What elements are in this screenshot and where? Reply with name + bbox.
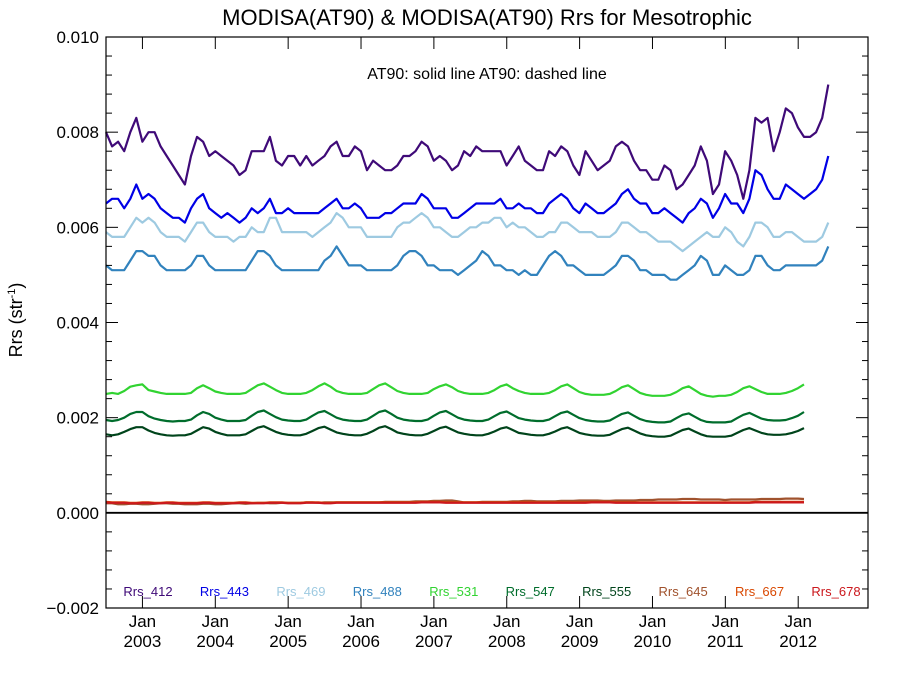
legend-item-rrs-531: Rrs_531 bbox=[429, 584, 478, 599]
legend-item-rrs-412: Rrs_412 bbox=[123, 584, 172, 599]
legend-item-rrs-667: Rrs_667 bbox=[735, 584, 784, 599]
y-axis-label-superscript: -1 bbox=[6, 289, 18, 299]
series-line-rrs-469 bbox=[105, 212, 830, 253]
y-tick-label: −0.002 bbox=[47, 599, 99, 618]
series-layer bbox=[104, 84, 830, 506]
x-tick-label-month: Jan bbox=[129, 612, 156, 631]
x-tick-label-year: 2009 bbox=[561, 632, 599, 651]
legend-item-rrs-443: Rrs_443 bbox=[200, 584, 249, 599]
y-tick-label: 0.010 bbox=[56, 28, 99, 47]
legend-item-rrs-555: Rrs_555 bbox=[582, 584, 631, 599]
x-tick-label-month: Jan bbox=[566, 612, 593, 631]
y-tick-label: 0.002 bbox=[56, 409, 99, 428]
x-tick-label-month: Jan bbox=[202, 612, 229, 631]
y-axis-label-base: Rrs (str bbox=[6, 298, 26, 357]
x-tick-label-year: 2004 bbox=[196, 632, 234, 651]
y-tick-label: 0.008 bbox=[56, 123, 99, 142]
x-tick-label-month: Jan bbox=[493, 612, 520, 631]
x-tick-label-month: Jan bbox=[420, 612, 447, 631]
x-tick-label-year: 2011 bbox=[707, 632, 744, 651]
x-tick-label-year: 2007 bbox=[415, 632, 453, 651]
x-tick-label-year: 2003 bbox=[124, 632, 162, 651]
axes-layer: −0.0020.0000.0020.0040.0060.0080.010Jan2… bbox=[47, 28, 869, 651]
x-tick-label-year: 2005 bbox=[269, 632, 307, 651]
x-tick-label-year: 2010 bbox=[634, 632, 672, 651]
series-line-rrs-678 bbox=[105, 501, 804, 505]
y-axis-label-suffix: ) bbox=[6, 283, 26, 289]
y-axis-label: Rrs (str-1) bbox=[6, 283, 26, 358]
series-line-rrs-412 bbox=[104, 84, 830, 200]
y-tick-label: 0.004 bbox=[56, 314, 99, 333]
series-line-rrs-555 bbox=[105, 425, 805, 438]
legend-item-rrs-547: Rrs_547 bbox=[506, 584, 555, 599]
series-line-rrs-531 bbox=[105, 382, 805, 398]
x-tick-label-month: Jan bbox=[712, 612, 739, 631]
legend-item-rrs-488: Rrs_488 bbox=[353, 584, 402, 599]
x-tick-label-year: 2012 bbox=[779, 632, 817, 651]
series-line-rrs-488 bbox=[105, 245, 830, 281]
legend-item-rrs-678: Rrs_678 bbox=[811, 584, 860, 599]
x-tick-label-month: Jan bbox=[639, 612, 666, 631]
x-tick-label-year: 2008 bbox=[488, 632, 526, 651]
legend: Rrs_412 Rrs_443 Rrs_469 Rrs_488 Rrs_531 Rrs_5… bbox=[123, 584, 860, 599]
series-line-rrs-443 bbox=[105, 155, 830, 224]
chart-title: MODISA(AT90) & MODISA(AT90) Rrs for Meso… bbox=[222, 5, 752, 30]
series-line-rrs-547 bbox=[105, 409, 805, 424]
legend-item-rrs-469: Rrs_469 bbox=[276, 584, 325, 599]
line-style-annotation: AT90: solid line AT90: dashed line bbox=[367, 66, 607, 83]
x-tick-label-month: Jan bbox=[784, 612, 811, 631]
x-tick-label-year: 2006 bbox=[342, 632, 380, 651]
y-tick-label: 0.000 bbox=[56, 504, 99, 523]
x-tick-label-month: Jan bbox=[347, 612, 374, 631]
y-tick-label: 0.006 bbox=[56, 218, 99, 237]
legend-item-rrs-645: Rrs_645 bbox=[659, 584, 708, 599]
x-tick-label-month: Jan bbox=[274, 612, 301, 631]
